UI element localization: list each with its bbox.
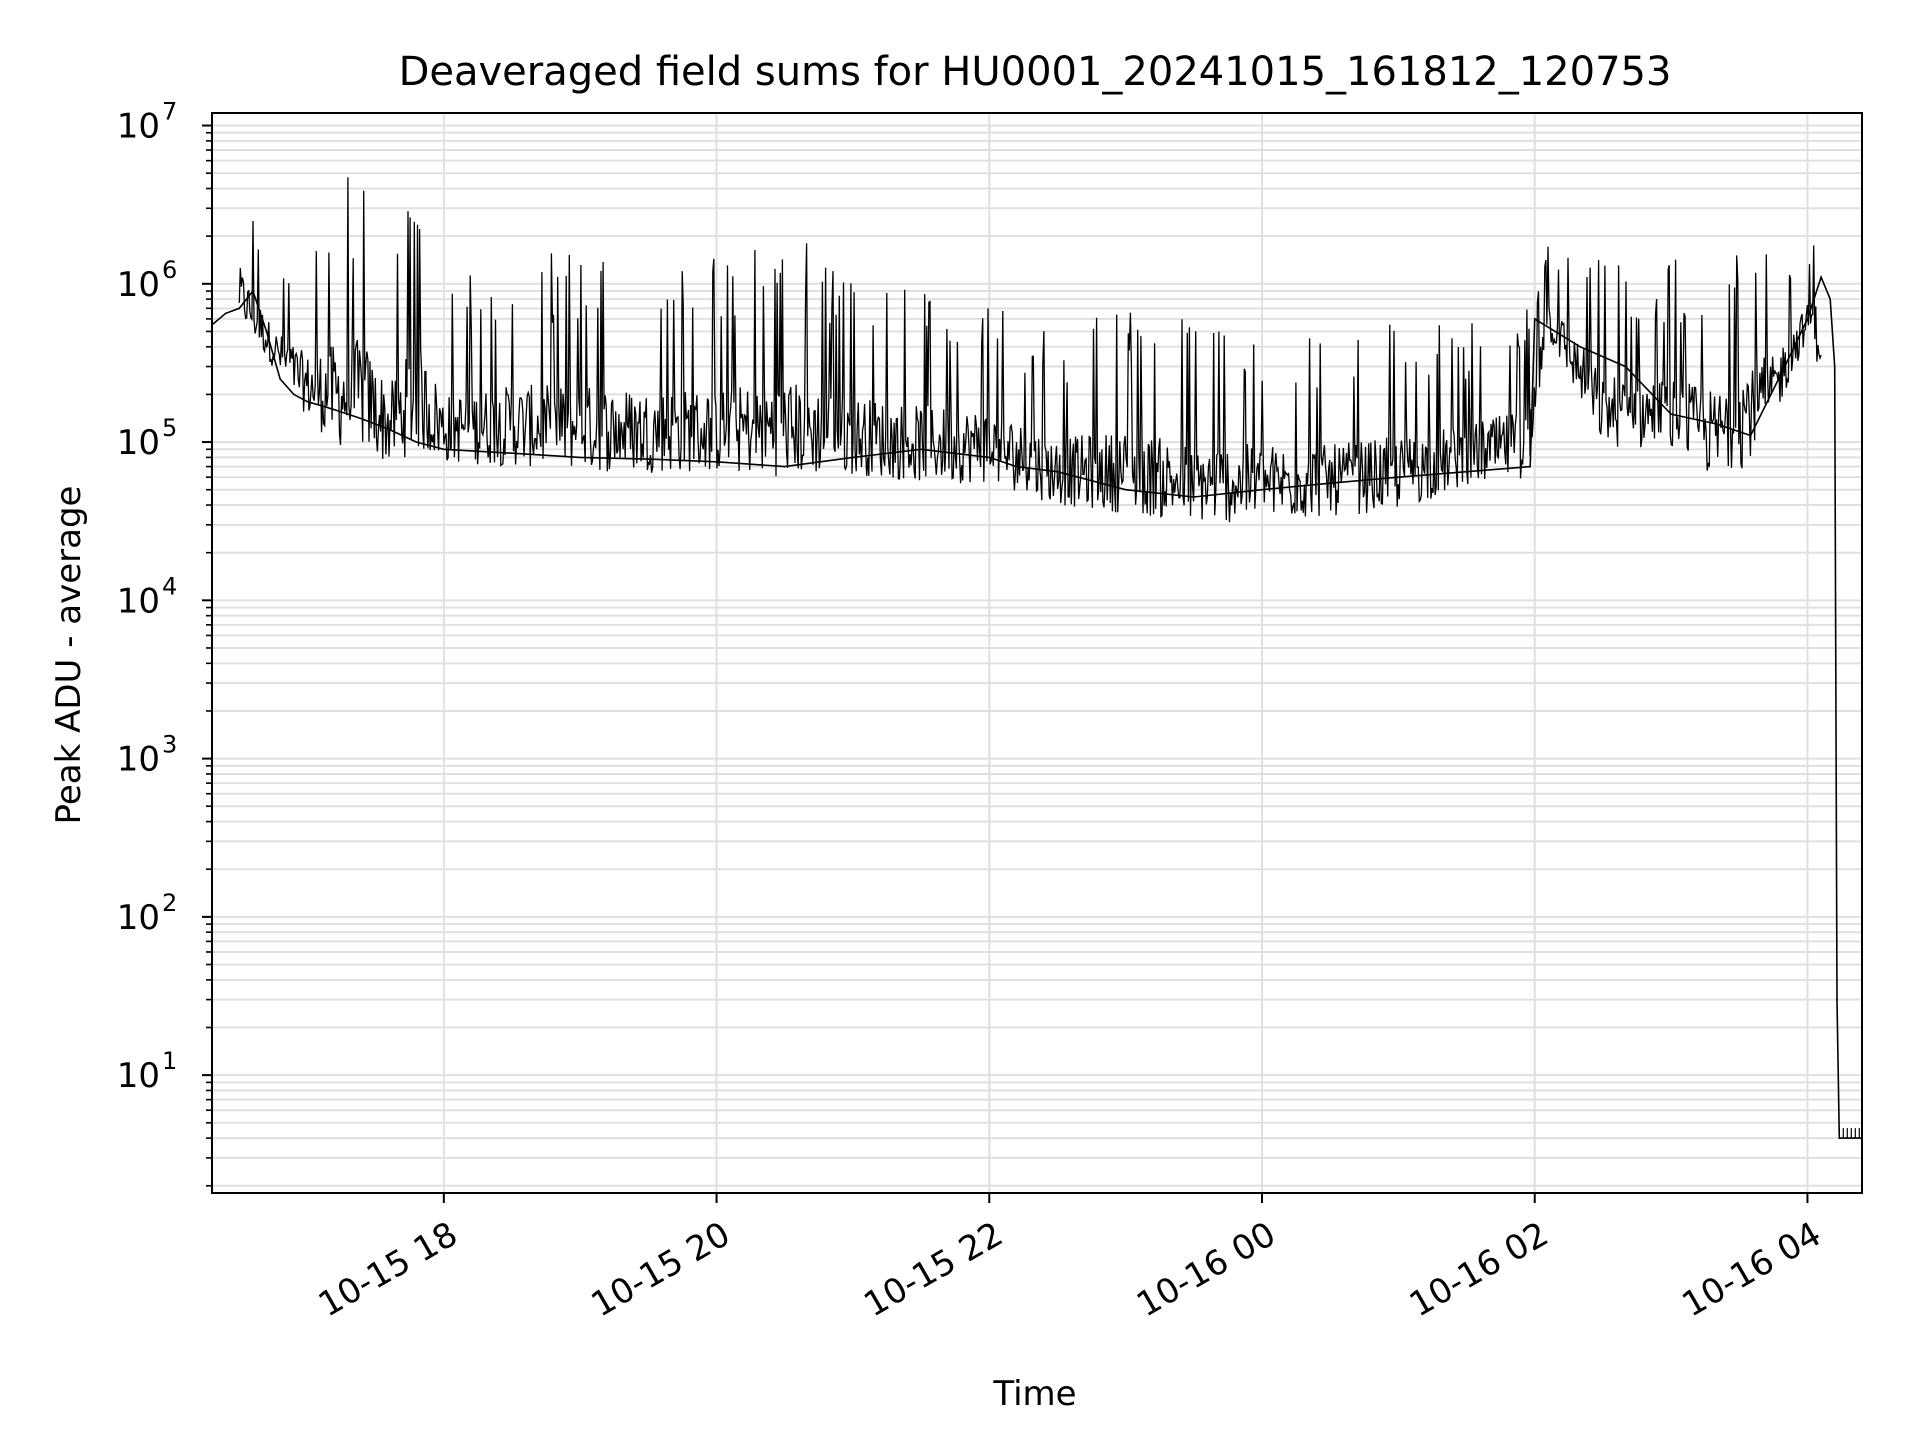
data-point [1670, 413, 1672, 415]
y-tick-label: 10 [117, 740, 160, 780]
y-tick-label-exponent: 5 [162, 414, 177, 442]
label-layer: Deaveraged field sums for HU0001_2024101… [49, 49, 1671, 1414]
data-point [1397, 476, 1400, 478]
y-tick-label: 10 [117, 423, 160, 463]
data-point [1624, 365, 1627, 368]
data-point [333, 408, 336, 411]
data-point [1015, 465, 1018, 468]
data-point [1533, 318, 1536, 320]
y-tick-label: 10 [117, 1056, 160, 1096]
data-point [579, 456, 581, 459]
y-tick-label-exponent: 6 [162, 256, 177, 284]
data-point [715, 461, 718, 463]
data-point [783, 465, 786, 468]
data-point [1829, 298, 1831, 300]
data-point [1124, 488, 1127, 491]
data-point [511, 452, 513, 455]
data-point [279, 378, 281, 380]
y-tick-label-exponent: 1 [162, 1047, 177, 1075]
data-point [1806, 318, 1809, 320]
data-point [1783, 365, 1786, 368]
y-tick-label: 10 [117, 581, 160, 621]
data-point [1820, 276, 1822, 279]
data-point [920, 448, 922, 451]
data-point [415, 441, 418, 443]
series-layer [211, 274, 1863, 1139]
data-point [1836, 998, 1838, 1001]
x-axis-label: Time [992, 1374, 1076, 1414]
y-tick-label-exponent: 4 [162, 572, 177, 600]
data-point [443, 448, 445, 451]
y-tick-label: 10 [117, 107, 160, 147]
data-point [224, 312, 227, 315]
data-point [388, 428, 391, 431]
data-point [265, 330, 268, 333]
data-point [1579, 345, 1581, 348]
y-tick-label-exponent: 3 [162, 731, 177, 759]
data-point [1193, 496, 1195, 498]
data-point [1261, 488, 1263, 491]
data-point [1749, 434, 1752, 437]
y-tick-label: 10 [117, 265, 160, 305]
spike-envelope-layer [238, 177, 1822, 523]
y-tick-label-exponent: 7 [162, 98, 177, 126]
data-point [988, 456, 991, 459]
data-point [320, 404, 322, 407]
data-point [361, 418, 363, 420]
data-point [852, 456, 854, 459]
data-point [293, 393, 295, 396]
tail-segment [1838, 1128, 1860, 1139]
data-point [1715, 423, 1718, 425]
data-point [1465, 470, 1468, 473]
data-point [306, 400, 309, 403]
data-point [1833, 365, 1836, 368]
grid-layer [212, 113, 1862, 1193]
data-point [238, 307, 241, 310]
data-point [252, 290, 254, 292]
data-point [1529, 465, 1531, 468]
y-axis-label: Peak ADU - average [49, 486, 89, 825]
chart-title: Deaveraged field sums for HU0001_2024101… [399, 49, 1672, 95]
spike-trace [238, 177, 1822, 523]
y-tick-label: 10 [117, 898, 160, 938]
data-point [647, 458, 650, 460]
y-tick-label-exponent: 2 [162, 889, 177, 917]
data-point [1056, 470, 1059, 473]
data-point [1329, 482, 1331, 484]
plot-frame [211, 112, 1863, 1194]
